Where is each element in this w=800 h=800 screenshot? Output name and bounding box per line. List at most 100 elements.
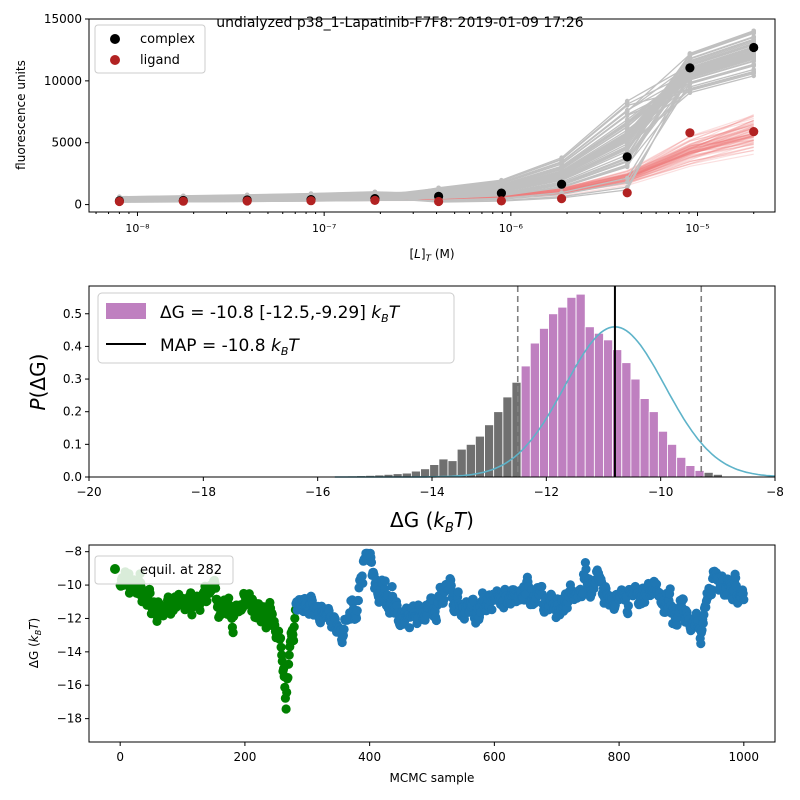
posterior-y-tick-label: 0.0: [63, 470, 82, 484]
production-sample-point: [707, 585, 717, 595]
trace-ticks: 0 200 400 600 800 1000 −18 −16 −14 −12 −10 −8: [57, 545, 759, 764]
burn-in-sample-point: [283, 673, 293, 683]
trace-legend-box: [94, 555, 234, 585]
production-sample-point: [623, 601, 634, 611]
complex-point: [749, 42, 759, 53]
ligand-point: [434, 196, 444, 207]
production-sample-point: [352, 606, 362, 616]
production-sample-point: [431, 615, 441, 626]
production-sample-point: [387, 582, 397, 592]
complex-posterior-point: [687, 73, 693, 79]
titration-x-axis-label-bracket-close: ]: [421, 247, 426, 261]
trace-axes-frame: [88, 544, 776, 743]
production-sample-point: [487, 605, 497, 615]
burn-in-sample-point: [228, 628, 238, 638]
complex-posterior-point: [624, 175, 630, 181]
burn-in-sample-point: [195, 605, 205, 616]
production-sample-point: [357, 571, 367, 581]
posterior-x-axis-label-close: ): [466, 508, 474, 532]
posterior-legend: ΔG = -10.8 [-12.5,-9.29] kBT MAP = -10.8…: [97, 292, 455, 364]
titration-x-tick-label: 10⁻⁶: [499, 222, 524, 235]
trace-y-axis-label-dg: ΔG (: [27, 642, 41, 668]
production-sample-point: [581, 564, 591, 574]
ligand-point: [242, 196, 252, 206]
histogram-bar: [548, 313, 559, 478]
titration-y-tick-label: 10000: [44, 74, 82, 88]
posterior-x-axis-label: ΔG (kBT): [390, 508, 474, 536]
histogram-bar: [676, 456, 687, 478]
posterior-y-tick-label: 0.2: [63, 405, 82, 419]
titration-x-tick-label: 10⁻⁸: [125, 222, 150, 235]
titration-plot-area: [114, 28, 759, 207]
burn-in-sample-point: [152, 616, 162, 627]
production-sample-point: [651, 579, 662, 589]
legend-histogram-swatch: [106, 303, 146, 319]
complex-point: [685, 63, 695, 73]
titration-x-axis-label-unit: (M): [431, 247, 455, 261]
posterior-y-tick-label: 0.1: [63, 437, 82, 451]
legend-map-unit-t: T: [288, 336, 300, 356]
posterior-y-axis-label: P(ΔG): [26, 354, 50, 411]
titration-y-tick-label: 5000: [51, 136, 82, 150]
titration-panel: 10⁻⁸ 10⁻⁷ 10⁻⁶ 10⁻⁵ 0 5000 10000 15000 fluoresc…: [14, 12, 776, 264]
production-sample-point: [351, 613, 362, 623]
histogram-bar: [648, 411, 659, 478]
histogram-bar: [685, 465, 696, 478]
complex-point: [496, 188, 506, 198]
complex-posterior-point: [751, 58, 756, 63]
legend-equil-marker: [110, 564, 120, 574]
trace-x-tick-label: 200: [233, 750, 256, 764]
posterior-x-tick-label: −20: [76, 485, 101, 499]
trace-legend: equil. at 282: [94, 555, 234, 585]
burn-in-sample-point: [284, 659, 294, 669]
histogram-bar: [621, 362, 632, 478]
ligand-point: [557, 194, 567, 204]
histogram-bar: [603, 339, 614, 478]
histogram-bar: [575, 293, 586, 478]
production-sample-point: [380, 576, 390, 586]
production-sample-point: [580, 558, 591, 568]
histogram-bar: [474, 435, 485, 478]
complex-posterior-point: [499, 177, 504, 183]
production-sample-point: [697, 625, 707, 635]
titration-axes-frame: [88, 18, 776, 213]
complex-point: [557, 179, 567, 189]
trace-y-tick-label: −10: [57, 578, 82, 592]
titration-x-tick-label: 10⁻⁷: [312, 222, 336, 235]
ligand-point: [622, 188, 632, 198]
ligand-point: [306, 196, 316, 206]
production-sample-point: [392, 601, 402, 611]
ligand-point: [496, 196, 506, 206]
figure-title: undialyzed p38_1-Lapatinib-F7F8: 2019-01…: [216, 15, 583, 31]
complex-posterior-point: [559, 155, 564, 160]
trace-panel: 0 200 400 600 800 1000 −18 −16 −14 −12 −10 −8 ΔG (k…: [27, 544, 776, 785]
titration-x-axis-label-bracket-open: [: [409, 247, 414, 261]
production-sample-point: [696, 639, 706, 649]
complex-posterior-point: [624, 120, 630, 125]
legend-histogram-prefix: ΔG = -10.8 [-12.5,-9.29]: [160, 303, 371, 323]
titration-legend-box: [94, 24, 206, 74]
legend-histogram-label: ΔG = -10.8 [-12.5,-9.29] kBT: [160, 303, 401, 325]
posterior-y-tick-label: 0.5: [63, 307, 82, 321]
burn-in-sample-point: [211, 583, 221, 593]
histogram-bar: [429, 464, 440, 478]
posterior-x-tick-label: −10: [648, 485, 673, 499]
complex-posterior-point: [687, 58, 693, 64]
burn-in-sample-point: [202, 596, 212, 606]
titration-ticks: 10⁻⁸ 10⁻⁷ 10⁻⁶ 10⁻⁵ 0 5000 10000 15000: [44, 12, 755, 235]
burn-in-sample-point: [145, 588, 155, 598]
posterior-y-axis-label-P: P: [26, 397, 50, 410]
titration-y-tick-label: 15000: [44, 12, 82, 26]
burn-in-sample-point: [224, 593, 234, 603]
posterior-panel: −20 −18 −16 −14 −12 −10 −8 0.0 0.1 0.2 0.3 0.4 0.5 P…: [26, 285, 784, 536]
histogram-bar: [456, 448, 467, 478]
trace-x-tick-label: 800: [608, 750, 631, 764]
complex-point: [622, 152, 632, 162]
trace-x-tick-label: 1000: [729, 750, 760, 764]
trace-y-tick-label: −14: [57, 645, 82, 659]
titration-x-axis-label-L: L: [414, 247, 421, 261]
histogram-bar: [630, 378, 641, 478]
complex-posterior-point: [624, 113, 630, 118]
posterior-x-tick-label: −12: [534, 485, 559, 499]
